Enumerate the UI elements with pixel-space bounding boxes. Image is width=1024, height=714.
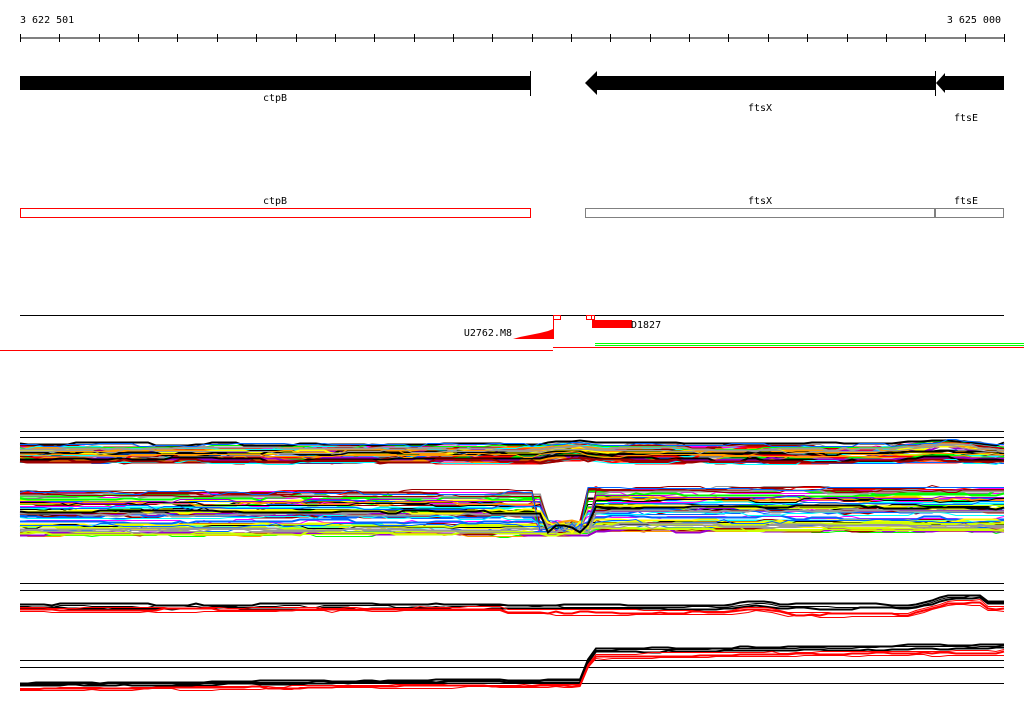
profile-line bbox=[20, 443, 1005, 453]
gene-ctpB[interactable]: ctpB bbox=[20, 71, 531, 104]
ruler-start-label: 3 622 501 bbox=[20, 15, 74, 26]
profile-line bbox=[19, 512, 1004, 530]
profile-line bbox=[20, 595, 1004, 609]
profile-line bbox=[20, 495, 1004, 531]
gene-track[interactable]: ctpB ftsX ftsE bbox=[20, 71, 1004, 124]
annotation-box-ftsX[interactable] bbox=[585, 208, 935, 218]
profile-line bbox=[20, 518, 1005, 533]
annotation-box-ctpB[interactable] bbox=[20, 208, 531, 218]
profile-line bbox=[19, 487, 1004, 534]
profile-line bbox=[20, 439, 1004, 448]
profile-line bbox=[20, 501, 1004, 530]
gene-ftsX[interactable]: ftsX bbox=[585, 71, 935, 114]
annotation-label-ftsE: ftsE bbox=[954, 196, 978, 207]
expression-profile-track bbox=[19, 431, 1005, 538]
feature-marker[interactable] bbox=[553, 315, 561, 320]
annotation-label-ctpB: ctpB bbox=[263, 196, 287, 207]
profile-line bbox=[19, 524, 1004, 535]
gene-arrow-ftsE[interactable] bbox=[936, 73, 1004, 93]
profile-line bbox=[19, 527, 1005, 535]
profile-line bbox=[20, 594, 1004, 607]
feature-U2762-ramp[interactable] bbox=[513, 329, 553, 339]
profile-line bbox=[20, 484, 1004, 531]
feature-label-left: U2762.M8 bbox=[464, 328, 512, 339]
ruler-ticks bbox=[20, 34, 1005, 42]
profile-track-1 bbox=[20, 583, 1005, 618]
gene-label-ftsX: ftsX bbox=[748, 103, 772, 114]
annotation-track[interactable]: ctpB ftsX ftsE bbox=[20, 196, 1004, 218]
feature-label-right: D1827 bbox=[631, 320, 661, 331]
annotation-box-ftsE[interactable] bbox=[935, 208, 1004, 218]
profile-line bbox=[20, 654, 1004, 691]
coordinate-ruler: 3 622 501 3 625 000 bbox=[20, 15, 1005, 42]
gene-label-ftsE: ftsE bbox=[954, 113, 978, 124]
gene-ftsE[interactable]: ftsE bbox=[935, 71, 1005, 124]
profile-line bbox=[20, 514, 1004, 531]
profile-line bbox=[19, 457, 1004, 464]
feature-D1827-block[interactable] bbox=[592, 320, 632, 328]
profile-line bbox=[20, 604, 1005, 618]
gene-arrow-ctpB[interactable] bbox=[20, 76, 530, 90]
profile-line bbox=[20, 520, 1004, 533]
gene-arrow-ftsX[interactable] bbox=[585, 71, 935, 95]
profile-line bbox=[20, 508, 1004, 534]
profile-line bbox=[19, 504, 1005, 535]
profile-line bbox=[20, 488, 1004, 533]
annotation-label-ftsX: ftsX bbox=[748, 196, 772, 207]
feature-marker[interactable] bbox=[591, 315, 595, 320]
profile-line bbox=[19, 450, 1004, 459]
feature-marker[interactable] bbox=[586, 315, 592, 320]
profile-line bbox=[20, 646, 1004, 687]
profile-track-2 bbox=[20, 643, 1005, 691]
profile-line bbox=[20, 601, 1005, 617]
ruler-end-label: 3 625 000 bbox=[947, 15, 1001, 26]
gene-label-ctpB: ctpB bbox=[263, 93, 287, 104]
profile-line bbox=[20, 650, 1005, 691]
feature-track[interactable]: U2762.M8 D1827 bbox=[0, 315, 1024, 351]
